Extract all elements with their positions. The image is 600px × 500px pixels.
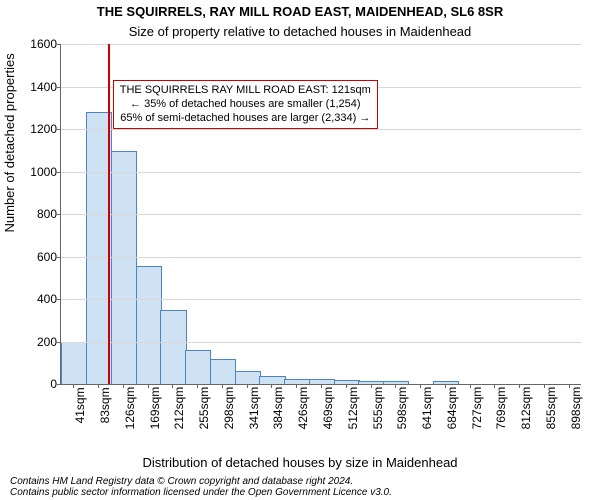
chart-subtitle: Size of property relative to detached ho… [0, 24, 600, 39]
gridline [61, 342, 581, 343]
x-tick-label: 41sqm [73, 371, 87, 409]
y-tick-mark [57, 214, 61, 215]
y-tick-mark [57, 172, 61, 173]
x-tick-label: 212sqm [172, 368, 186, 413]
x-tick-label: 684sqm [445, 368, 459, 413]
footer-line-2: Contains public sector information licen… [10, 487, 590, 498]
y-tick-label: 1000 [30, 165, 57, 179]
histogram-bar [136, 266, 162, 384]
gridline [61, 172, 581, 173]
x-tick-label: 512sqm [346, 368, 360, 413]
y-tick-mark [57, 44, 61, 45]
y-tick-label: 400 [37, 292, 57, 306]
y-tick-mark [57, 257, 61, 258]
y-tick-label: 600 [37, 250, 57, 264]
x-axis-label: Distribution of detached houses by size … [0, 455, 600, 470]
x-tick-label: 641sqm [420, 368, 434, 413]
y-tick-label: 1400 [30, 80, 57, 94]
y-tick-label: 200 [37, 335, 57, 349]
x-tick-label: 83sqm [98, 371, 112, 409]
chart-title: THE SQUIRRELS, RAY MILL ROAD EAST, MAIDE… [0, 4, 600, 19]
y-tick-mark [57, 299, 61, 300]
y-tick-mark [57, 129, 61, 130]
x-tick-label: 341sqm [247, 368, 261, 413]
annotation-box: THE SQUIRRELS RAY MILL ROAD EAST: 121sqm… [113, 80, 378, 129]
x-tick-label: 426sqm [296, 368, 310, 413]
x-tick-label: 469sqm [321, 368, 335, 413]
property-marker-line [108, 44, 110, 384]
annotation-line: THE SQUIRRELS RAY MILL ROAD EAST: 121sqm [120, 84, 371, 98]
footer-attribution: Contains HM Land Registry data © Crown c… [10, 476, 590, 498]
histogram-bar [111, 151, 137, 384]
x-tick-label: 855sqm [544, 368, 558, 413]
x-tick-label: 298sqm [222, 368, 236, 413]
x-tick-label: 169sqm [148, 368, 162, 413]
y-tick-label: 1600 [30, 37, 57, 51]
y-tick-label: 0 [50, 377, 57, 391]
x-tick-label: 555sqm [371, 368, 385, 413]
plot-area: 0200400600800100012001400160041sqm83sqm1… [60, 44, 581, 385]
x-tick-label: 769sqm [494, 368, 508, 413]
x-tick-label: 812sqm [519, 368, 533, 413]
x-tick-label: 384sqm [271, 368, 285, 413]
y-tick-label: 800 [37, 207, 57, 221]
y-tick-label: 1200 [30, 122, 57, 136]
y-tick-mark [57, 342, 61, 343]
gridline [61, 214, 581, 215]
footer-line-1: Contains HM Land Registry data © Crown c… [10, 476, 590, 487]
x-tick-label: 126sqm [123, 368, 137, 413]
gridline [61, 257, 581, 258]
gridline [61, 44, 581, 45]
y-tick-mark [57, 384, 61, 385]
x-tick-label: 898sqm [569, 368, 583, 413]
x-tick-label: 598sqm [395, 368, 409, 413]
y-tick-mark [57, 87, 61, 88]
x-tick-label: 255sqm [197, 368, 211, 413]
x-tick-label: 727sqm [470, 368, 484, 413]
y-axis-label: Number of detached properties [2, 53, 17, 232]
annotation-line: ← 35% of detached houses are smaller (1,… [120, 98, 371, 112]
chart-container: THE SQUIRRELS, RAY MILL ROAD EAST, MAIDE… [0, 0, 600, 500]
gridline [61, 299, 581, 300]
annotation-line: 65% of semi-detached houses are larger (… [120, 112, 371, 126]
